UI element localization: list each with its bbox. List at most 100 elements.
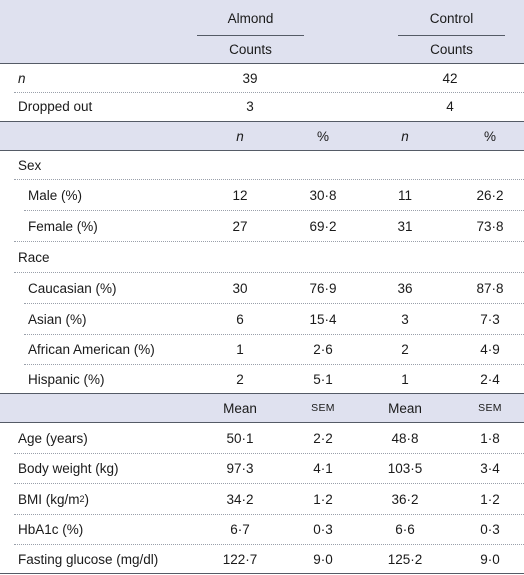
cell-n-control: 1 <box>401 371 409 387</box>
cell-mean-control: 6·6 <box>395 522 415 537</box>
cell-n-almond: 27 <box>232 218 248 234</box>
cell-pct-control: 26·2 <box>476 187 504 203</box>
subheader-counts-almond: Counts <box>229 41 272 57</box>
row-label: Dropped out <box>18 98 93 114</box>
mean-header-rule <box>0 422 524 423</box>
table-header: Almond Control Counts Counts <box>0 0 524 64</box>
cell-mean-almond: 34·2 <box>226 491 254 507</box>
cell-pct-control: 4·9 <box>480 342 500 357</box>
table-row: Hispanic (%) 2 5·1 1 2·4 <box>0 365 524 393</box>
table-row: Dropped out 3 4 <box>0 92 524 120</box>
group-underline-almond <box>197 35 304 36</box>
cell-mean-control: 36·2 <box>391 491 419 507</box>
row-divider <box>14 483 524 484</box>
cell-pct-almond: 15·4 <box>309 311 337 327</box>
cell-n-almond: 12 <box>232 187 248 203</box>
cell-sem-control: 1·2 <box>480 491 500 507</box>
cell-pct-control: 73·8 <box>476 218 504 234</box>
col-pct-control: % <box>483 128 496 144</box>
cell-control: 4 <box>446 98 454 114</box>
group-header-almond: Almond <box>227 10 274 26</box>
table-row: Female (%) 27 69·2 31 73·8 <box>0 211 524 241</box>
section-label-race: Race <box>18 249 50 265</box>
count-header-rule <box>0 150 524 151</box>
table-row: n 39 42 <box>0 64 524 92</box>
cell-pct-control: 2·4 <box>480 371 500 387</box>
cell-mean-almond: 97·3 <box>226 461 254 476</box>
col-sem-almond: sem <box>311 402 335 414</box>
row-divider <box>14 453 524 454</box>
table-row: Male (%) 12 30·8 11 26·2 <box>0 180 524 210</box>
header-rule <box>0 63 524 64</box>
cell-n-control: 11 <box>397 187 412 203</box>
row-divider <box>24 210 524 211</box>
row-divider <box>14 92 524 93</box>
table-row: Caucasian (%) 30 76·9 36 87·8 <box>0 273 524 303</box>
row-label: HbA1c (%) <box>18 522 84 537</box>
row-label: Asian (%) <box>28 311 87 327</box>
table-bottom-rule <box>0 573 524 574</box>
table-row: African American (%) 1 2·6 2 4·9 <box>0 335 524 364</box>
cell-mean-almond: 122·7 <box>222 551 258 567</box>
cell-mean-control: 48·8 <box>391 430 419 446</box>
cell-pct-control: 7·3 <box>480 311 500 327</box>
cell-almond: 3 <box>246 98 254 114</box>
cell-mean-almond: 6·7 <box>230 522 250 537</box>
cell-sem-almond: 1·2 <box>313 491 333 507</box>
cell-n-control: 3 <box>401 311 409 327</box>
cell-pct-almond: 69·2 <box>309 218 337 234</box>
row-label: n <box>18 70 26 86</box>
col-pct-almond: % <box>316 128 329 144</box>
col-n-almond: n <box>236 128 244 144</box>
section-label-row: Race <box>0 242 524 272</box>
cell-sem-almond: 9·0 <box>313 551 333 567</box>
cell-n-almond: 1 <box>236 342 244 357</box>
cell-control: 42 <box>442 70 458 86</box>
row-divider <box>14 179 524 180</box>
table-row: Asian (%) 6 15·4 3 7·3 <box>0 304 524 334</box>
cell-sem-control: 0·3 <box>480 522 500 537</box>
cell-sem-control: 1·8 <box>480 430 500 446</box>
section-label-sex: Sex <box>18 157 42 173</box>
cell-sem-almond: 4·1 <box>313 461 333 476</box>
row-divider <box>24 364 524 365</box>
row-divider <box>14 272 524 273</box>
table-row: HbA1c (%) 6·7 0·3 6·6 0·3 <box>0 515 524 544</box>
cell-n-almond: 30 <box>232 280 248 296</box>
cell-n-control: 36 <box>397 280 413 296</box>
cell-sem-control: 3·4 <box>480 461 500 476</box>
col-mean-almond: Mean <box>223 400 257 416</box>
cell-almond: 39 <box>242 70 258 86</box>
cell-pct-almond: 76·9 <box>309 280 337 296</box>
count-header: n % n % <box>0 122 524 150</box>
row-label: Caucasian (%) <box>28 280 117 296</box>
cell-mean-almond: 50·1 <box>226 430 254 446</box>
row-label: Female (%) <box>28 218 98 234</box>
row-label: Age (years) <box>18 430 88 446</box>
row-label: African American (%) <box>28 342 155 357</box>
row-label: Body weight (kg) <box>18 461 119 476</box>
row-divider <box>14 544 524 545</box>
cell-pct-almond: 2·6 <box>313 342 333 357</box>
cell-n-almond: 6 <box>236 311 244 327</box>
cell-sem-almond: 0·3 <box>313 522 333 537</box>
row-label: Male (%) <box>28 187 83 203</box>
group-header-control: Control <box>429 10 474 26</box>
cell-mean-control: 125·2 <box>387 551 423 567</box>
section-rule <box>0 393 524 394</box>
row-divider <box>14 514 524 515</box>
group-underline-control <box>398 35 505 36</box>
cell-n-control: 2 <box>401 342 409 357</box>
row-label-bmi: BMI (kg/m 2) <box>18 491 90 507</box>
cell-pct-almond: 5·1 <box>313 371 333 387</box>
col-sem-control: sem <box>478 402 502 414</box>
subheader-counts-control: Counts <box>430 41 473 57</box>
row-label: Fasting glucose (mg/dl) <box>18 551 159 567</box>
table-row: Body weight (kg) 97·3 4·1 103·5 3·4 <box>0 454 524 483</box>
row-divider <box>14 241 524 242</box>
row-divider <box>24 303 524 304</box>
cell-sem-almond: 2·2 <box>313 430 333 446</box>
table-row: Age (years) 50·1 2·2 48·8 1·8 <box>0 423 524 453</box>
cell-n-almond: 2 <box>236 371 244 387</box>
table-row: Fasting glucose (mg/dl) 122·7 9·0 125·2 … <box>0 545 524 573</box>
